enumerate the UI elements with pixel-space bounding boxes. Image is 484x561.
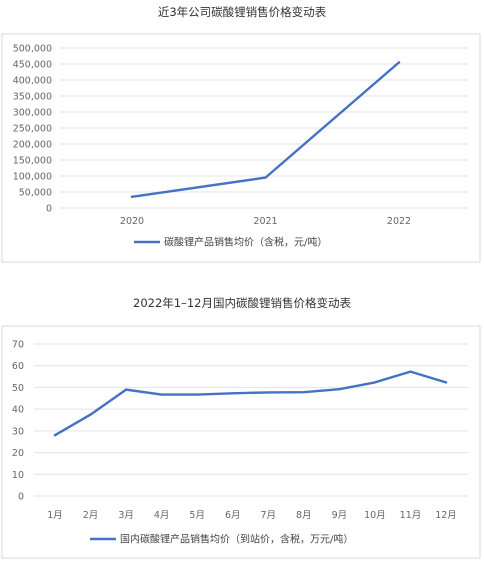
chart-1-legend-label: 碳酸锂产品销售均价（含税，元/吨） [164,236,327,249]
chart-2-x-tick-label: 6月 [225,510,241,521]
chart-1-y-tick-label: 150,000 [13,156,52,167]
chart-1-y-tick-label: 100,000 [13,172,52,183]
chart-1-y-tick-label: 500,000 [13,44,52,55]
chart-2-data-point [302,391,306,394]
chart-2-data-point [195,393,199,396]
chart-1-data-point [397,61,401,64]
chart-2-legend-label: 国内碳酸锂产品销售均价（到站价，含税，万元/吨） [120,533,353,546]
chart-1-y-tick-label: 350,000 [13,92,52,103]
chart-2-y-tick-label: 70 [12,340,24,351]
chart-2-data-point [409,370,412,373]
chart-1-y-tick-label: 400,000 [13,76,52,87]
chart-2-x-tick-label: 3月 [118,510,134,521]
chart-1-y-tick-label: 250,000 [13,124,52,135]
chart-1-frame [1,33,481,263]
chart-1-x-tick-label: 2020 [120,216,144,227]
chart-1-data-point [130,195,134,198]
chart-2-x-tick-label: 1月 [47,510,63,521]
chart-2-x-tick-label: 10月 [364,510,386,521]
chart-2-y-tick-label: 50 [12,383,24,394]
chart-2-data-point [53,434,57,437]
chart-2-title: 2022年1–12月国内碳酸锂销售价格变动表 [133,296,351,310]
chart-2-frame [1,325,481,559]
chart-2-data-point [89,413,92,416]
chart-2-y-tick-label: 20 [12,448,24,459]
chart-2-y-tick-label: 60 [12,361,24,372]
chart-1: 0 50,000 100,000 150,000 200,000 250,000 300,0… [1,33,481,263]
chart-2-data-point [373,381,377,384]
chart-2-series-line [53,370,448,437]
chart-1-y-tick-label: 0 [46,204,52,215]
chart-1-y-tick-label: 200,000 [13,140,52,151]
chart-1-x-tick-label: 2021 [253,216,277,227]
chart-1-x-tick-label: 2022 [387,216,411,227]
chart-2-data-point [231,392,234,395]
chart-2-x-tick-label: 7月 [260,510,276,521]
chart-1-y-tick-label: 50,000 [19,188,52,199]
chart-2-data-point [124,388,128,391]
chart-2-y-tick-label: 30 [12,426,24,437]
chart-2-x-tick-label: 8月 [296,510,312,521]
chart-2-y-tick-label: 0 [18,492,24,503]
chart-2-y-tick-label: 10 [12,470,24,481]
chart-2-data-point [444,381,448,384]
chart-1-title: 近3年公司碳酸锂销售价格变动表 [157,5,327,19]
chart-2-x-tick-label: 4月 [154,510,170,521]
chart-2-data-point [267,391,270,394]
chart-2-data-point [160,393,163,396]
chart-2-data-point [338,387,341,391]
chart-2-x-tick-label: 9月 [332,510,348,521]
chart-1-data-point [264,176,267,179]
chart-2: 0 10 20 30 40 50 60 70 1月 2月 3月 4月 5月 6月 7月 8月 9月 10月 11月 1… [1,325,481,559]
chart-2-x-tick-label: 2月 [83,510,99,521]
chart-2-x-tick-label: 5月 [189,510,205,521]
chart-2-x-tick-label: 12月 [435,510,457,521]
chart-1-y-tick-label: 300,000 [13,108,52,119]
chart-2-x-tick-label: 11月 [400,510,422,521]
chart-1-y-tick-label: 450,000 [13,60,52,71]
chart-2-y-tick-label: 40 [12,405,24,416]
